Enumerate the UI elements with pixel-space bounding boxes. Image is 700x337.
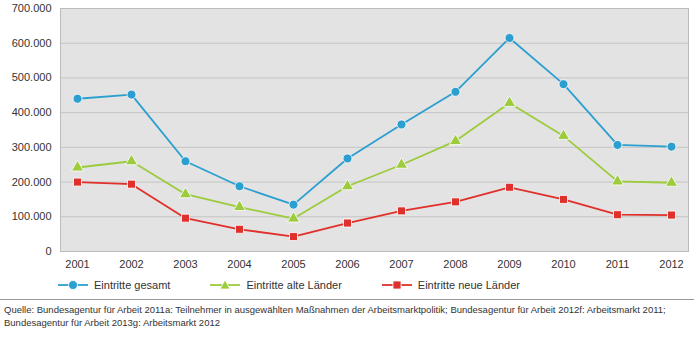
svg-text:2001: 2001: [65, 258, 89, 270]
svg-text:600.000: 600.000: [12, 37, 52, 49]
svg-text:2005: 2005: [281, 258, 305, 270]
svg-text:500.000: 500.000: [12, 71, 52, 83]
html-text:Eintritte neue Länder: Eintritte neue Länder: [417, 279, 520, 291]
svg-text:2012: 2012: [659, 258, 683, 270]
svg-text:2008: 2008: [443, 258, 467, 270]
html-text:Eintritte gesamt: Eintritte gesamt: [94, 279, 171, 291]
svg-text:2009: 2009: [497, 258, 521, 270]
html-text:Eintritte alte Länder: Eintritte alte Länder: [246, 279, 342, 291]
html-text:Quelle: Bundesagentur für Arbe: Quelle: Bundesagentur für Arbeit 2011a: …: [4, 304, 666, 328]
svg-text:2006: 2006: [335, 258, 359, 270]
svg-text:200.000: 200.000: [12, 176, 52, 188]
svg-text:300.000: 300.000: [12, 141, 52, 153]
svg-text:2007: 2007: [389, 258, 413, 270]
svg-text:2010: 2010: [551, 258, 575, 270]
svg-text:2004: 2004: [227, 258, 251, 270]
svg-text:0: 0: [45, 245, 51, 257]
svg-text:2002: 2002: [119, 258, 143, 270]
svg-text:400.000: 400.000: [12, 106, 52, 118]
svg-text:2011: 2011: [606, 258, 630, 270]
svg-text:100.000: 100.000: [12, 210, 52, 222]
svg-text:700.000: 700.000: [12, 2, 52, 14]
svg-text:2003: 2003: [173, 258, 197, 270]
